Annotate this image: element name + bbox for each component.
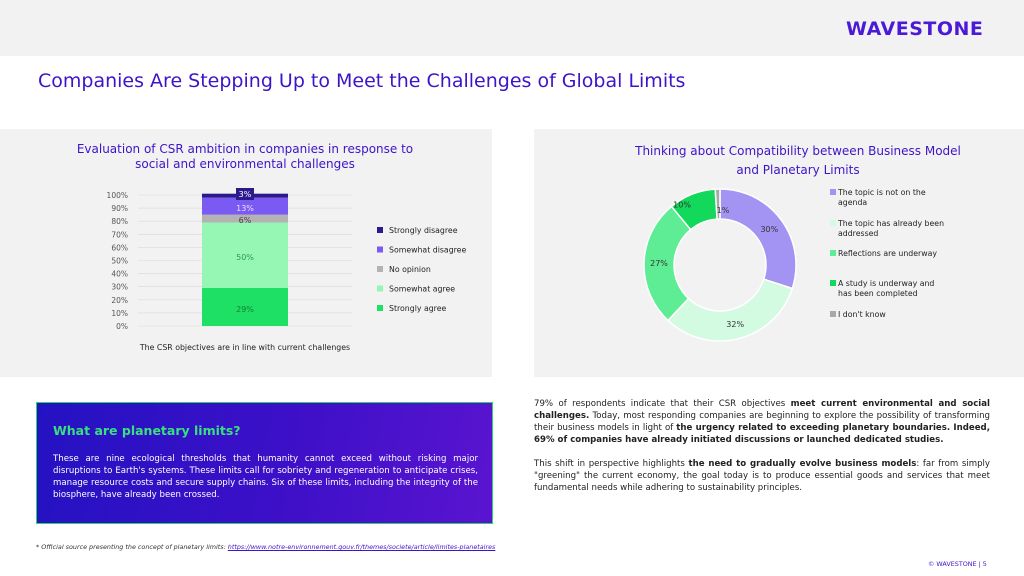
donut-data-label: 27% xyxy=(650,259,668,268)
y-tick-label: 20% xyxy=(111,296,128,305)
legend-label: Strongly disagree xyxy=(389,226,458,235)
copyright: © WAVESTONE | 5 xyxy=(928,560,987,568)
bar-segment-somewhat-agree xyxy=(202,222,288,289)
donut-chart: 30% 32% 27% 10% 1% The topic is not on the age… xyxy=(643,188,944,342)
legend-swatch xyxy=(830,189,836,195)
donut-slice xyxy=(666,278,794,342)
y-tick-label: 90% xyxy=(111,204,128,213)
donut-chart-panel: Thinking about Compatibility between Bus… xyxy=(534,129,1024,377)
y-tick-label: 40% xyxy=(111,270,128,279)
legend-label: Strongly agree xyxy=(389,304,447,313)
p2-text-a: This shift in perspective highlights xyxy=(534,459,689,469)
donut-chart-title: Thinking about Compatibility between Bus… xyxy=(635,144,961,177)
bar-segment-strongly-agree xyxy=(202,288,288,326)
bar-segment-somewhat-disagree xyxy=(202,197,288,215)
data-label: 6% xyxy=(239,216,252,225)
data-label: 50% xyxy=(236,253,254,262)
y-tick-label: 30% xyxy=(111,283,128,292)
legend-label: Somewhat agree xyxy=(389,285,455,294)
legend-label: Reflections are underway xyxy=(838,249,937,258)
p2-text-c: : far from simply "greening" the current… xyxy=(534,459,990,493)
y-tick-label: 50% xyxy=(111,257,128,266)
x-category-label: The CSR objectives are in line with curr… xyxy=(139,343,350,352)
donut-slice xyxy=(719,188,797,290)
legend-label: Somewhat disagree xyxy=(389,246,466,255)
p1-text-c: Today, most responding companies are beg… xyxy=(534,411,990,433)
legend-swatch xyxy=(830,311,836,317)
data-label: 13% xyxy=(236,204,254,213)
legend-label: The topic has already been addressed xyxy=(837,219,944,238)
donut-data-label: 10% xyxy=(673,201,691,210)
planetary-limits-box: What are planetary limits? These are nin… xyxy=(36,402,493,524)
legend-label: I don't know xyxy=(838,310,886,319)
legend-swatch xyxy=(377,305,383,311)
y-tick-label: 100% xyxy=(107,191,128,200)
donut-slice xyxy=(714,188,721,220)
legend-swatch xyxy=(830,220,836,226)
y-tick-label: 80% xyxy=(111,217,128,226)
p1-text-a: 79% of respondents indicate that their C… xyxy=(534,399,791,409)
wavestone-logo: WAVESTONE xyxy=(846,18,984,40)
p1-bold-d: the urgency related to exceeding planeta… xyxy=(534,423,990,445)
donut-data-label: 30% xyxy=(760,225,778,234)
footnote: * Official source presenting the concept… xyxy=(36,543,495,551)
y-tick-label: 10% xyxy=(111,309,128,318)
data-label-bg xyxy=(236,188,254,200)
page-title: Companies Are Stepping Up to Meet the Ch… xyxy=(38,70,686,92)
footnote-prefix: * Official source presenting the concept… xyxy=(36,543,228,551)
legend-swatch xyxy=(830,250,836,256)
legend-label: A study is underway and has been complete… xyxy=(838,279,934,298)
p2-bold-b: the need to gradually evolve business mo… xyxy=(688,459,917,469)
body-text: 79% of respondents indicate that their C… xyxy=(534,398,990,506)
bar-segment-no-opinion xyxy=(202,214,288,223)
donut-data-label: 32% xyxy=(726,320,744,329)
top-band xyxy=(0,0,1024,56)
legend-swatch xyxy=(377,246,383,253)
info-heading: What are planetary limits? xyxy=(53,423,241,438)
data-label: 3% xyxy=(239,190,252,199)
footnote-link[interactable]: https://www.notre-environnement.gouv.fr/… xyxy=(227,543,496,551)
body-paragraph-2: This shift in perspective highlights the… xyxy=(534,458,990,494)
p1-bold-b: meet current environmental and social ch… xyxy=(534,399,990,421)
bar-chart-title: Evaluation of CSR ambition in companies … xyxy=(76,142,414,171)
data-label: 29% xyxy=(236,305,254,314)
legend-label: No opinion xyxy=(389,265,431,274)
y-tick-label: 60% xyxy=(111,243,128,252)
y-tick-label: 70% xyxy=(111,230,128,239)
bar-chart: 0% 10% 20% 30% 40% 50% 60% 70% 80% 90% 100% 29% 50% 6… xyxy=(107,188,466,352)
info-text: These are nine ecological thresholds tha… xyxy=(53,454,478,500)
donut-data-label: 1% xyxy=(717,206,730,215)
body-paragraph-1: 79% of respondents indicate that their C… xyxy=(534,398,990,446)
legend-label: The topic is not on the agenda xyxy=(837,188,926,207)
legend-swatch xyxy=(830,280,836,286)
y-tick-label: 0% xyxy=(116,322,128,331)
legend-swatch xyxy=(377,266,383,272)
legend-swatch xyxy=(377,285,383,292)
legend-swatch xyxy=(377,227,383,233)
bar-chart-panel: Evaluation of CSR ambition in companies … xyxy=(0,129,492,377)
